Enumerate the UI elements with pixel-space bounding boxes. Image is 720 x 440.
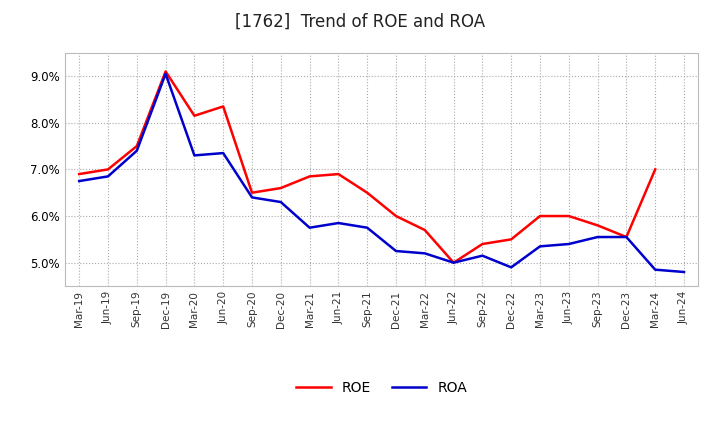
ROA bbox=[680, 269, 688, 275]
ROA bbox=[593, 235, 602, 240]
Line: ROE: ROE bbox=[79, 71, 655, 263]
ROE bbox=[104, 167, 112, 172]
ROA bbox=[276, 199, 285, 205]
ROA bbox=[190, 153, 199, 158]
ROA bbox=[536, 244, 544, 249]
ROE bbox=[276, 185, 285, 191]
Line: ROA: ROA bbox=[79, 74, 684, 272]
ROE bbox=[536, 213, 544, 219]
ROA bbox=[305, 225, 314, 231]
ROE bbox=[478, 242, 487, 247]
ROE bbox=[622, 235, 631, 240]
ROE bbox=[248, 190, 256, 195]
ROE bbox=[132, 143, 141, 149]
ROE bbox=[449, 260, 458, 265]
ROA bbox=[363, 225, 372, 231]
ROA bbox=[161, 71, 170, 77]
ROA bbox=[651, 267, 660, 272]
ROA bbox=[564, 242, 573, 247]
ROE bbox=[593, 223, 602, 228]
ROA bbox=[104, 174, 112, 179]
ROA bbox=[334, 220, 343, 226]
ROE bbox=[75, 172, 84, 177]
ROE bbox=[392, 213, 400, 219]
ROE bbox=[651, 167, 660, 172]
ROE bbox=[564, 213, 573, 219]
Text: [1762]  Trend of ROE and ROA: [1762] Trend of ROE and ROA bbox=[235, 13, 485, 31]
ROE bbox=[305, 174, 314, 179]
ROE bbox=[190, 113, 199, 118]
ROE bbox=[334, 172, 343, 177]
ROE bbox=[420, 227, 429, 233]
ROA bbox=[478, 253, 487, 258]
Legend: ROE, ROA: ROE, ROA bbox=[290, 375, 473, 400]
ROA bbox=[622, 235, 631, 240]
ROA bbox=[420, 251, 429, 256]
ROA bbox=[132, 148, 141, 154]
ROE bbox=[219, 104, 228, 109]
ROA bbox=[248, 195, 256, 200]
ROE bbox=[363, 190, 372, 195]
ROA bbox=[75, 178, 84, 183]
ROA bbox=[507, 265, 516, 270]
ROE bbox=[161, 69, 170, 74]
ROA bbox=[219, 150, 228, 156]
ROA bbox=[392, 248, 400, 253]
ROA bbox=[449, 260, 458, 265]
ROE bbox=[507, 237, 516, 242]
